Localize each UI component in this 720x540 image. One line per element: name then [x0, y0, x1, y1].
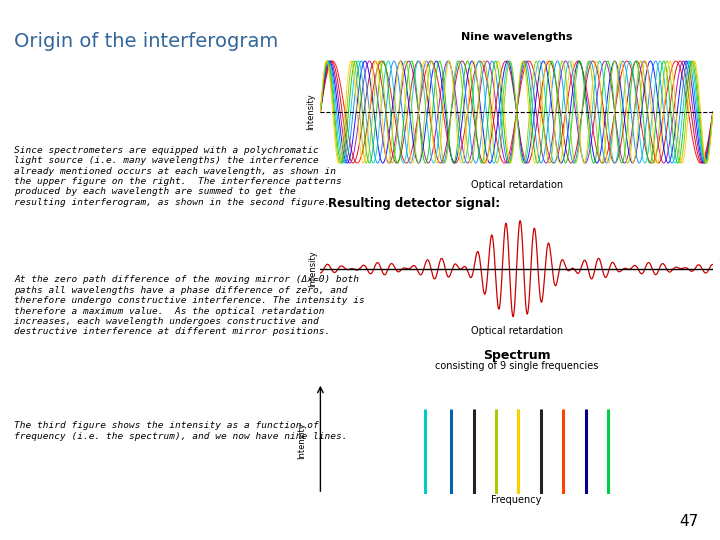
Text: Since spectrometers are equipped with a polychromatic
light source (i.e. many wa: Since spectrometers are equipped with a …	[14, 146, 342, 207]
Text: At the zero path difference of the moving mirror (Δx=0) both
paths all wavelengt: At the zero path difference of the movin…	[14, 275, 365, 336]
Text: 47: 47	[679, 514, 698, 529]
Text: Spectrum: Spectrum	[483, 349, 550, 362]
Title: Nine wavelengths: Nine wavelengths	[461, 32, 572, 43]
Text: Optical retardation: Optical retardation	[471, 326, 562, 336]
Text: Frequency: Frequency	[492, 495, 541, 505]
Text: Intensity: Intensity	[308, 250, 318, 287]
Text: Intensity: Intensity	[307, 93, 315, 131]
Text: Optical retardation: Optical retardation	[471, 180, 562, 190]
Text: The third figure shows the intensity as a function of
frequency (i.e. the spectr: The third figure shows the intensity as …	[14, 421, 348, 441]
Text: consisting of 9 single frequencies: consisting of 9 single frequencies	[435, 361, 598, 372]
Text: Intensity: Intensity	[297, 422, 306, 459]
Text: Resulting detector signal:: Resulting detector signal:	[328, 197, 500, 210]
Text: Origin of the interferogram: Origin of the interferogram	[14, 32, 279, 51]
